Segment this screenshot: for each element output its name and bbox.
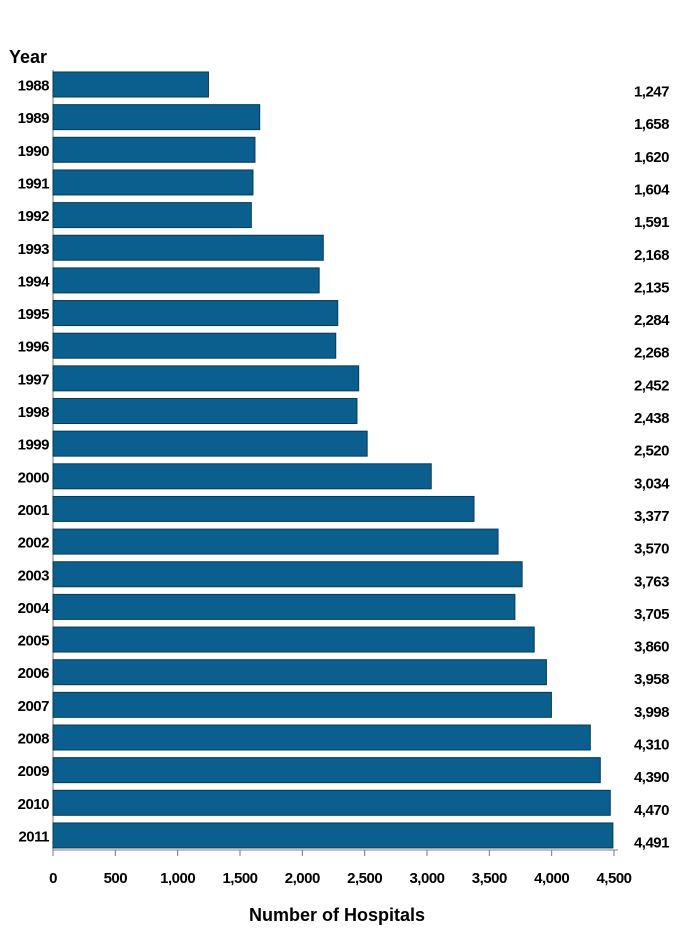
year-label-2004: 2004 [18, 600, 51, 617]
value-label-1997: 2,452 [634, 377, 669, 394]
year-label-2010: 2010 [18, 796, 50, 813]
value-label-1994: 2,135 [634, 279, 669, 296]
year-label-1988: 1988 [18, 78, 50, 95]
bar-1997 [52, 365, 360, 392]
x-tick-label-4000: 4,000 [534, 870, 569, 887]
value-label-2009: 4,390 [634, 769, 669, 786]
year-label-2002: 2002 [18, 535, 50, 552]
bar-2007 [52, 691, 552, 718]
bar-2008 [52, 724, 591, 751]
value-label-2007: 3,998 [634, 704, 669, 721]
x-axis-title: Number of Hospitals [249, 905, 425, 925]
value-label-2000: 3,034 [634, 475, 670, 492]
value-label-1990: 1,620 [634, 149, 669, 166]
year-label-1997: 1997 [18, 371, 50, 388]
bar-1998 [52, 398, 358, 424]
year-label-2008: 2008 [18, 731, 50, 748]
value-label-2004: 3,705 [634, 606, 669, 623]
bar-2009 [52, 757, 601, 784]
value-label-2011: 4,491 [634, 834, 669, 851]
bar-2003 [52, 561, 523, 588]
value-label-2005: 3,860 [634, 639, 669, 656]
x-tick-label-4500: 4,500 [596, 870, 631, 887]
x-tick-label-3000: 3,000 [409, 870, 444, 887]
year-label-1990: 1990 [18, 143, 50, 160]
bar-1996 [52, 332, 337, 359]
value-label-2010: 4,470 [634, 802, 669, 819]
value-label-1991: 1,604 [634, 181, 670, 198]
value-label-2008: 4,310 [634, 737, 669, 754]
bar-2001 [52, 495, 475, 522]
year-label-2000: 2000 [18, 469, 50, 486]
bar-1992 [52, 202, 252, 229]
value-label-1992: 1,591 [634, 214, 669, 231]
year-label-1999: 1999 [18, 437, 50, 454]
year-label-1991: 1991 [18, 175, 50, 192]
bar-1991 [52, 169, 254, 196]
value-label-2001: 3,377 [634, 508, 669, 525]
bar-2011 [52, 822, 614, 849]
bar-1995 [52, 300, 339, 327]
year-label-2006: 2006 [18, 665, 50, 682]
year-label-1998: 1998 [18, 404, 50, 421]
value-label-1995: 2,284 [634, 312, 670, 329]
bar-2005 [52, 626, 535, 653]
bar-1999 [52, 430, 368, 457]
year-label-1989: 1989 [18, 110, 50, 127]
bar-1989 [52, 104, 261, 131]
bar-1993 [52, 234, 324, 261]
bar-2010 [52, 789, 611, 816]
year-label-2011: 2011 [18, 828, 49, 845]
year-label-2005: 2005 [18, 633, 50, 650]
x-tick-label-500: 500 [104, 870, 128, 887]
year-label-1995: 1995 [18, 306, 50, 323]
x-tick-label-0: 0 [49, 870, 57, 887]
year-label-1992: 1992 [18, 208, 50, 225]
bar-1988 [52, 71, 209, 98]
value-label-1989: 1,658 [634, 116, 669, 133]
value-label-2003: 3,763 [634, 573, 669, 590]
year-label-2007: 2007 [18, 698, 50, 715]
year-label-1993: 1993 [18, 241, 50, 258]
bar-2000 [52, 463, 432, 490]
value-label-2006: 3,958 [634, 671, 669, 688]
year-label-2001: 2001 [18, 502, 50, 519]
bar-2004 [52, 593, 516, 620]
value-label-1998: 2,438 [634, 410, 669, 427]
x-tick-label-2500: 2,500 [347, 870, 382, 887]
value-label-1999: 2,520 [634, 443, 669, 460]
bar-2006 [52, 659, 547, 686]
bar-1994 [52, 267, 320, 294]
year-label-2003: 2003 [18, 567, 50, 584]
x-tick-label-2000: 2,000 [285, 870, 320, 887]
bar-2002 [52, 528, 499, 555]
x-tick-label-3500: 3,500 [472, 870, 507, 887]
year-label-1994: 1994 [18, 273, 51, 290]
year-label-2009: 2009 [18, 763, 50, 780]
bar-1990 [52, 136, 256, 163]
value-label-2002: 3,570 [634, 541, 669, 558]
x-tick-label-1000: 1,000 [160, 870, 195, 887]
value-label-1993: 2,168 [634, 247, 669, 264]
x-tick-label-1500: 1,500 [222, 870, 257, 887]
year-label-1996: 1996 [18, 339, 50, 356]
y-axis-title: Year [9, 47, 47, 67]
value-label-1988: 1,247 [634, 84, 669, 101]
value-label-1996: 2,268 [634, 345, 669, 362]
